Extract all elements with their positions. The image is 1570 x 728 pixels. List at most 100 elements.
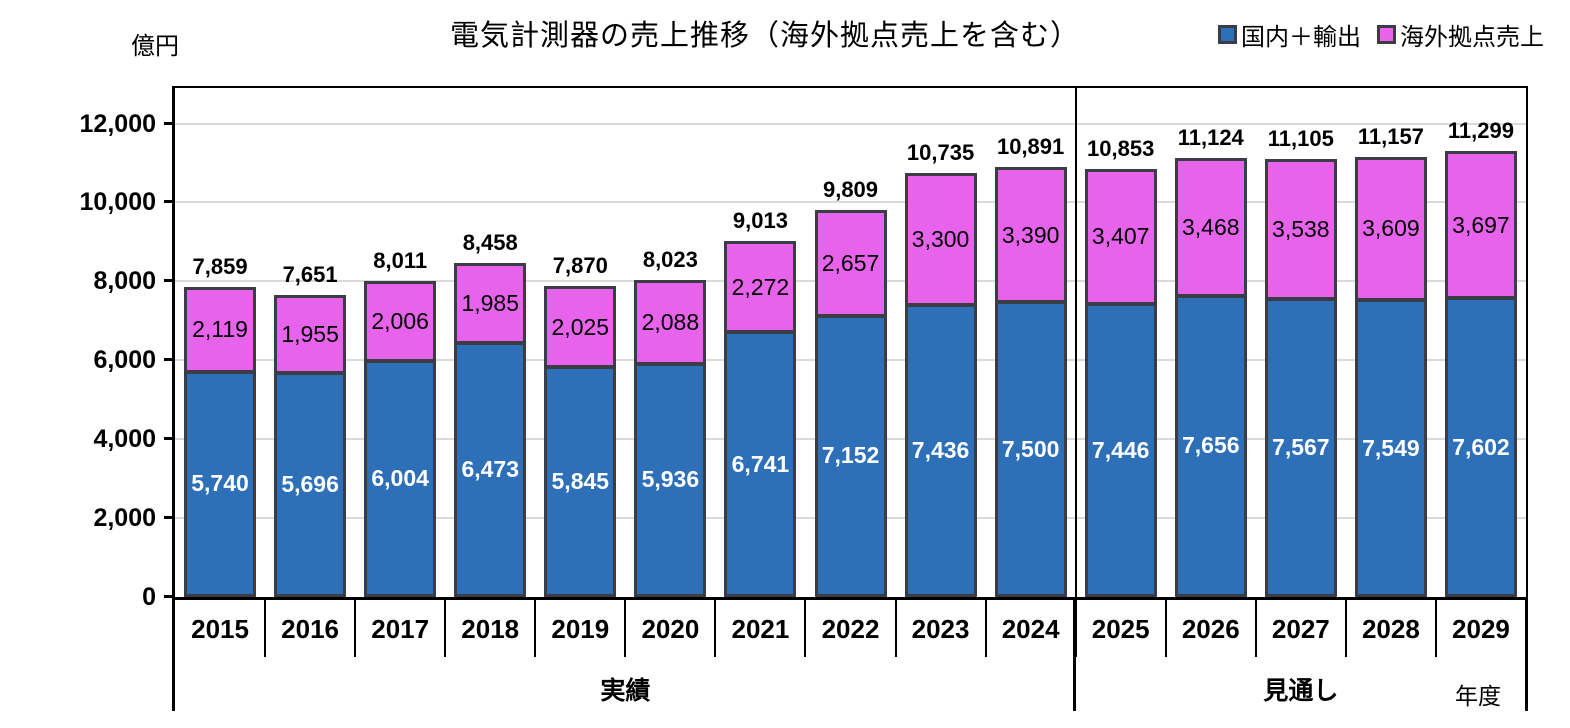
x-axis-year-label: 2024 (1001, 614, 1060, 644)
x-axis-year-label: 2018 (461, 614, 520, 644)
bar-segment-domestic (1174, 294, 1247, 597)
y-axis-tick-label: 12,000 (79, 109, 156, 138)
bar-segment-domestic (994, 301, 1067, 597)
x-axis-year-label: 2017 (371, 614, 430, 644)
bar-value-label-overseas: 3,609 (1362, 215, 1420, 242)
bar-value-label-overseas: 3,407 (1091, 223, 1150, 250)
bar-segment-domestic (184, 370, 257, 597)
bar-total-label: 11,105 (1267, 125, 1334, 151)
legend-label-overseas: 海外拠点売上 (1400, 24, 1544, 51)
bar-segment-overseas (1264, 158, 1337, 301)
legend-swatch-overseas-icon (1377, 25, 1396, 44)
bar-value-label-overseas: 3,300 (911, 226, 970, 252)
x-axis-separator (894, 600, 897, 657)
bar-segment-overseas (994, 167, 1067, 304)
bar-total-label: 9,809 (822, 176, 879, 202)
bar-segment-domestic (1084, 303, 1157, 597)
bar-segment-overseas (1174, 158, 1247, 297)
x-axis-separator (624, 600, 627, 657)
x-axis-separator (804, 600, 807, 657)
bar-total-label: 9,013 (732, 208, 788, 234)
y-axis-tick-label: 2,000 (93, 504, 156, 533)
bar-total-label: 10,891 (996, 134, 1065, 160)
x-axis-separator (534, 600, 537, 657)
bar-value-label-domestic: 5,845 (551, 468, 610, 495)
bar-value-label-overseas: 1,985 (461, 289, 519, 316)
y-axis-tick-mark (164, 437, 172, 441)
bar-total-label: 10,735 (906, 140, 975, 166)
bar-segment-domestic (1264, 298, 1337, 597)
bar-value-label-domestic: 5,936 (641, 466, 700, 493)
legend-swatch-domestic-icon (1218, 25, 1237, 44)
x-axis-year-label: 2019 (551, 614, 610, 644)
bar-segment-domestic (1354, 299, 1427, 597)
chart-title: 電気計測器の売上推移（海外拠点売上を含む） (449, 20, 1080, 52)
x-axis-separator (1434, 600, 1437, 657)
bar-value-label-domestic: 7,567 (1272, 434, 1330, 461)
section-label-actual: 実績 (600, 677, 651, 705)
x-axis-year-label: 2027 (1271, 614, 1330, 644)
x-axis-separator (1344, 600, 1347, 657)
bar-value-label-overseas: 3,390 (1001, 221, 1060, 248)
x-axis-year-label: 2022 (821, 614, 880, 644)
bar-value-label-domestic: 7,656 (1181, 432, 1240, 459)
y-axis-tick-label: 8,000 (93, 267, 156, 296)
bar-segment-domestic (454, 341, 527, 597)
bar-segment-domestic (724, 331, 797, 597)
bar-total-label: 10,853 (1087, 135, 1155, 161)
x-axis-separator (1164, 600, 1167, 657)
bar-value-label-domestic: 5,740 (191, 470, 249, 497)
bar-value-label-overseas: 3,468 (1181, 214, 1240, 240)
bar-total-label: 7,651 (282, 262, 338, 288)
y-axis-tick-mark (164, 200, 172, 204)
bar-segment-domestic (904, 303, 977, 597)
x-axis-year-label: 2026 (1181, 614, 1240, 644)
bar-segment-overseas (904, 173, 977, 306)
x-axis-year-label: 2015 (191, 614, 249, 644)
bar-value-label-overseas: 2,657 (821, 249, 880, 276)
forecast-divider-line (1074, 88, 1077, 597)
plot-area: 5,740 2,119 7,859 5,696 1,955 7,651 6,004 2,006… (172, 86, 1528, 600)
bar-segment-domestic (364, 360, 437, 597)
bar-segment-domestic (1444, 297, 1517, 597)
x-axis-year-label: 2021 (731, 614, 790, 644)
y-axis-tick-mark (164, 595, 172, 598)
section-boundary-line (172, 597, 175, 711)
bar-value-label-domestic: 6,004 (371, 465, 429, 492)
y-axis-tick-label: 4,000 (93, 425, 156, 454)
bar-total-label: 7,870 (552, 253, 608, 279)
x-axis-year-label: 2025 (1091, 614, 1150, 644)
bar-value-label-domestic: 7,500 (1001, 435, 1060, 462)
bar-value-label-overseas: 2,025 (551, 313, 610, 340)
gridline (175, 201, 1526, 204)
legend-label-domestic: 国内＋輸出 (1241, 24, 1361, 51)
y-axis-unit-label: 億円 (131, 33, 179, 60)
y-axis-tick-label: 10,000 (79, 188, 156, 217)
legend-item-domestic: 国内＋輸出 (1218, 17, 1361, 52)
x-axis-separator (354, 600, 357, 657)
bar-total-label: 7,859 (192, 253, 248, 279)
bar-segment-overseas (1444, 151, 1517, 300)
y-axis-tick-mark (164, 279, 172, 283)
legend-item-overseas: 海外拠点売上 (1377, 17, 1544, 52)
bar-segment-overseas (184, 286, 257, 373)
bar-total-label: 11,124 (1177, 125, 1244, 151)
bar-value-label-overseas: 2,006 (371, 308, 429, 335)
bar-value-label-overseas: 3,538 (1272, 216, 1330, 243)
bar-value-label-domestic: 7,446 (1091, 436, 1150, 463)
y-axis-tick-mark (164, 358, 172, 362)
x-axis-separator (444, 600, 447, 657)
bar-total-label: 8,011 (373, 247, 428, 273)
section-label-forecast: 見通し (1263, 677, 1339, 705)
y-axis-tick-mark (164, 516, 172, 520)
bar-segment-overseas (1084, 168, 1157, 306)
bar-segment-overseas (544, 286, 617, 369)
bar-segment-overseas (724, 241, 797, 334)
gridline (175, 122, 1526, 125)
bar-value-label-overseas: 2,119 (192, 316, 248, 343)
bar-value-label-domestic: 7,152 (821, 442, 880, 469)
bar-total-label: 8,458 (462, 230, 518, 256)
bar-segment-overseas (634, 280, 707, 365)
bar-segment-domestic (544, 366, 617, 597)
